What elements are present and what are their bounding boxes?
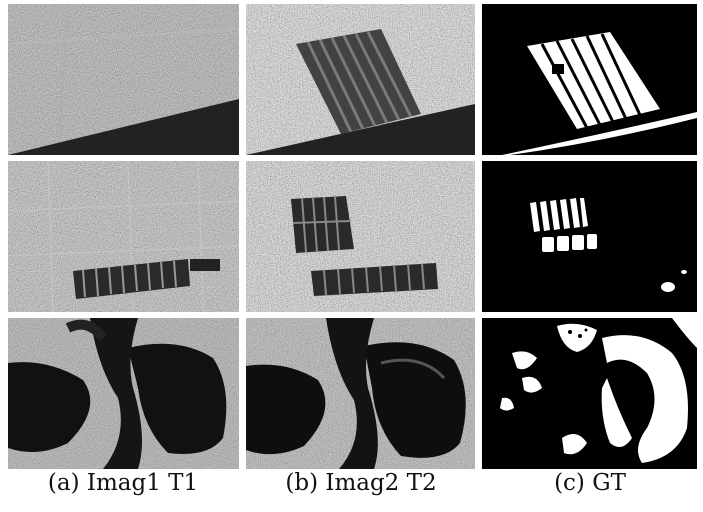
mask-row3-gt — [482, 318, 697, 469]
image-row2-t2 — [246, 161, 475, 312]
caption-gt: (c) GT — [554, 470, 626, 496]
caption-imag1-t1: (a) Imag1 T1 — [47, 470, 199, 496]
image-row3-t1 — [8, 318, 239, 469]
image-row3-t2 — [246, 318, 475, 469]
image-row2-t1 — [8, 161, 239, 312]
image-row1-t1 — [8, 4, 239, 155]
mask-row1-gt — [482, 4, 697, 155]
image-row1-t2 — [246, 4, 475, 155]
caption-imag2-t2: (b) Imag2 T2 — [285, 470, 437, 496]
mask-row2-gt — [482, 161, 697, 312]
